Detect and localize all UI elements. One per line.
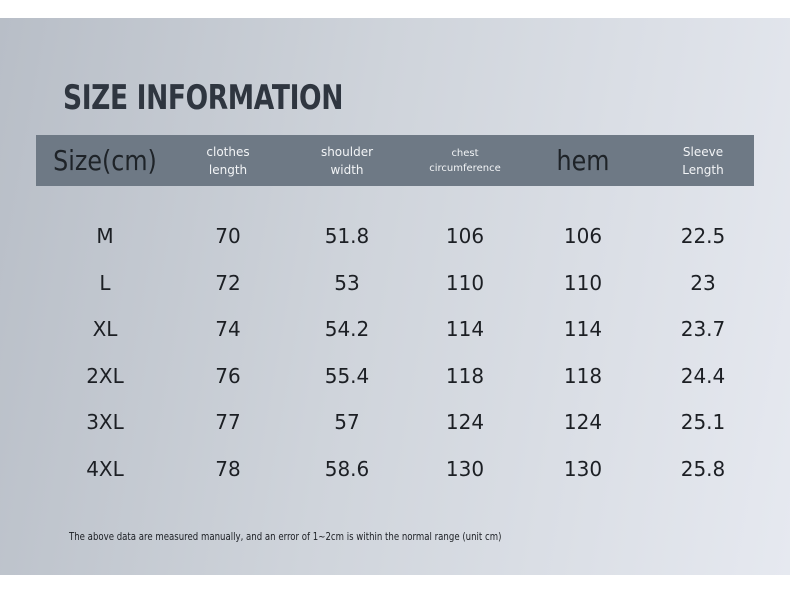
table-cell: 130 [563,457,603,481]
table-cell: 118 [445,364,485,388]
table-cell: 25.8 [680,457,726,481]
table-cell: 130 [445,457,485,481]
table-cell: XL [92,317,118,341]
column-header: shoulder width [320,144,374,177]
table-cell: 22.5 [680,224,726,248]
table-cell: 106 [445,224,485,248]
table-cell: 2XL [86,364,124,388]
table-cell: 74 [215,317,241,341]
table-cell: 57 [334,410,360,434]
table-cell: L [99,271,111,295]
table-cell: 124 [563,410,603,434]
table-cell: 23 [690,271,716,295]
table-cell: 76 [215,364,241,388]
table-cell: 110 [563,271,603,295]
table-cell: 78 [215,457,241,481]
table-cell: 25.1 [680,410,726,434]
table-cell: 124 [445,410,485,434]
title: SIZE INFORMATION [63,78,344,118]
table-cell: 106 [563,224,603,248]
table-cell: 55.4 [324,364,370,388]
table-cell: 54.2 [324,317,370,341]
table-cell: 114 [563,317,603,341]
table-cell: 3XL [86,410,124,434]
table-cell: 23.7 [680,317,726,341]
table-cell: 70 [215,224,241,248]
table-cell: M [96,224,114,248]
table-cell: 4XL [86,457,124,481]
table-cell: 58.6 [324,457,370,481]
table-cell: 114 [445,317,485,341]
column-header: hem [556,144,610,177]
column-header: Size(cm) [53,144,157,177]
table-cell: 72 [215,271,241,295]
footnote: The above data are measured manually, an… [69,530,502,543]
table-cell: 24.4 [680,364,726,388]
table-cell: 51.8 [324,224,370,248]
table-cell: 53 [334,271,360,295]
table-cell: 118 [563,364,603,388]
header-bar [36,135,754,186]
table-cell: 77 [215,410,241,434]
column-header: chest circumference [429,147,501,174]
table-cell: 110 [445,271,485,295]
column-header: Sleeve Length [682,144,724,177]
column-header: clothes length [206,144,250,177]
background-panel [0,18,790,575]
